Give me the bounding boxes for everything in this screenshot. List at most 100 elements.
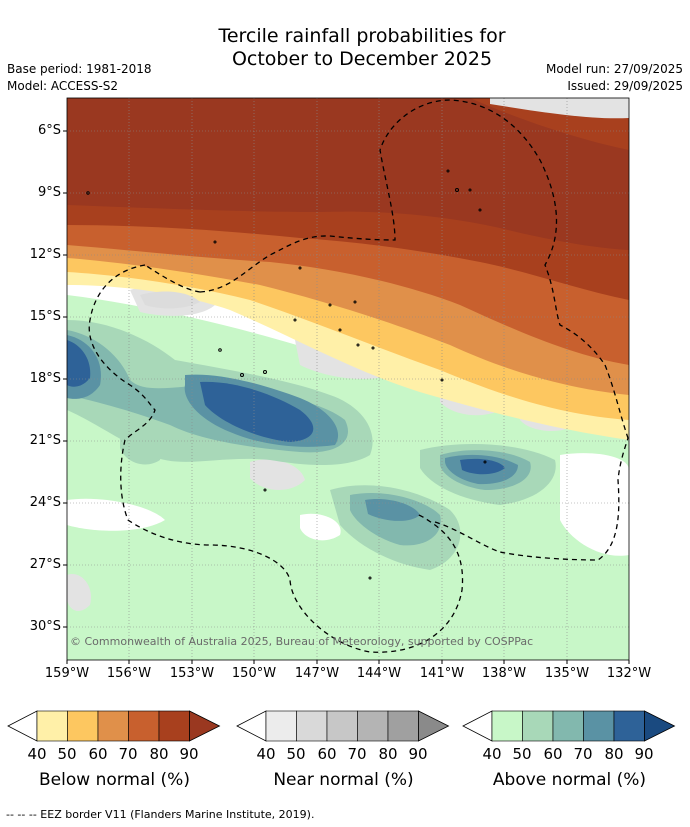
axis-ticks xyxy=(63,130,630,664)
tick-label: 50 xyxy=(512,745,532,763)
colorbar-segment xyxy=(583,710,615,742)
colorbar-segment xyxy=(613,710,645,742)
lon-label-153w: 153°W xyxy=(169,666,215,681)
near-normal-patch xyxy=(250,459,305,490)
colorbar-near-normal xyxy=(236,710,450,742)
tick-label: 80 xyxy=(604,745,624,763)
tick-label: 40 xyxy=(482,745,502,763)
lon-label-150w: 150°W xyxy=(231,666,277,681)
colorbar-above-normal xyxy=(462,710,676,742)
colorbar-label-near: Near normal (%) xyxy=(273,770,414,790)
colorbar-below-normal xyxy=(7,710,221,742)
eez-border-inner xyxy=(144,264,201,293)
island xyxy=(356,343,360,347)
colorbar-extend-high xyxy=(644,710,676,742)
lon-label-135w: 135°W xyxy=(544,666,590,681)
tick-label: 60 xyxy=(317,745,337,763)
colorbar-extend-high xyxy=(189,710,221,742)
tick-label: 80 xyxy=(378,745,398,763)
colorbar-segment xyxy=(67,710,99,742)
graticule xyxy=(67,98,629,660)
tick-label: 40 xyxy=(27,745,47,763)
island xyxy=(293,318,297,322)
lat-label-27s: 27°S xyxy=(29,557,61,572)
colorbar-segment xyxy=(296,710,328,742)
above-normal-80-region xyxy=(67,340,91,387)
island xyxy=(240,373,244,377)
island xyxy=(353,300,357,304)
lat-label-24s: 24°S xyxy=(29,495,61,510)
island xyxy=(483,460,487,464)
model-name: Model: ACCESS-S2 xyxy=(7,79,119,93)
tick-label: 60 xyxy=(543,745,563,763)
no-signal-patch xyxy=(560,453,629,556)
tick-label: 40 xyxy=(256,745,276,763)
colorbar-segment xyxy=(491,710,523,742)
tick-label: 80 xyxy=(149,745,169,763)
map-fill xyxy=(67,98,629,660)
above-normal-50-region xyxy=(120,429,161,465)
tick-label: 70 xyxy=(573,745,593,763)
issued-date: Issued: 29/09/2025 xyxy=(567,79,683,93)
tick-label: 70 xyxy=(347,745,367,763)
colorbar-segment xyxy=(387,710,419,742)
lon-label-147w: 147°W xyxy=(294,666,340,681)
tick-label: 60 xyxy=(88,745,108,763)
island xyxy=(263,488,267,492)
island xyxy=(371,346,375,350)
island xyxy=(468,188,472,192)
colorbar-label-below: Below normal (%) xyxy=(39,770,190,790)
lon-label-156w: 156°W xyxy=(106,666,152,681)
eez-border-south-west xyxy=(88,264,464,653)
island xyxy=(328,303,332,307)
eez-footnote: -- -- -- EEZ border V11 (Flanders Marine… xyxy=(6,808,315,821)
title-line-2: October to December 2025 xyxy=(231,48,493,70)
lat-label-9s: 9°S xyxy=(37,185,61,200)
colorbar-extend-low xyxy=(236,710,267,742)
lon-label-159w: 159°W xyxy=(44,666,90,681)
colorbar-label-above: Above normal (%) xyxy=(492,770,647,790)
lat-label-18s: 18°S xyxy=(29,371,61,386)
island xyxy=(213,240,217,244)
lat-label-21s: 21°S xyxy=(29,433,61,448)
lat-label-6s: 6°S xyxy=(37,123,61,138)
base-period: Base period: 1981-2018 xyxy=(7,62,152,76)
lat-label-12s: 12°S xyxy=(29,247,61,262)
near-normal-patch xyxy=(67,574,91,612)
island xyxy=(446,169,450,173)
colorbar-segment xyxy=(326,710,358,742)
tick-label: 90 xyxy=(634,745,654,763)
tick-label: 90 xyxy=(179,745,199,763)
model-run: Model run: 27/09/2025 xyxy=(545,62,683,76)
no-signal-patch xyxy=(300,513,341,541)
tick-label: 50 xyxy=(286,745,306,763)
colorbar-segment xyxy=(97,710,129,742)
island xyxy=(298,266,302,270)
tick-label: 90 xyxy=(408,745,428,763)
colorbar-segment xyxy=(128,710,160,742)
colorbar-extend-high xyxy=(418,710,450,742)
tick-label: 50 xyxy=(57,745,77,763)
island xyxy=(478,208,482,212)
colorbar-segment xyxy=(552,710,584,742)
island xyxy=(455,188,459,192)
no-signal-patch xyxy=(67,498,165,531)
probability-map xyxy=(63,97,630,664)
colorbar-segment xyxy=(158,710,190,742)
colorbar-segment xyxy=(36,710,68,742)
lat-label-15s: 15°S xyxy=(29,309,61,324)
lon-label-138w: 138°W xyxy=(481,666,527,681)
islands xyxy=(86,169,487,580)
eez-borders xyxy=(88,99,629,653)
island xyxy=(263,370,267,374)
title-line-1: Tercile rainfall probabilities for xyxy=(218,25,506,47)
island xyxy=(440,378,444,382)
lat-label-30s: 30°S xyxy=(29,619,61,634)
near-normal-patch xyxy=(140,291,200,309)
colorbar-segment xyxy=(265,710,297,742)
island xyxy=(86,191,90,195)
colorbar-segment xyxy=(357,710,389,742)
colorbar-segment xyxy=(522,710,554,742)
island xyxy=(338,328,342,332)
above-normal-80-region xyxy=(200,381,314,442)
